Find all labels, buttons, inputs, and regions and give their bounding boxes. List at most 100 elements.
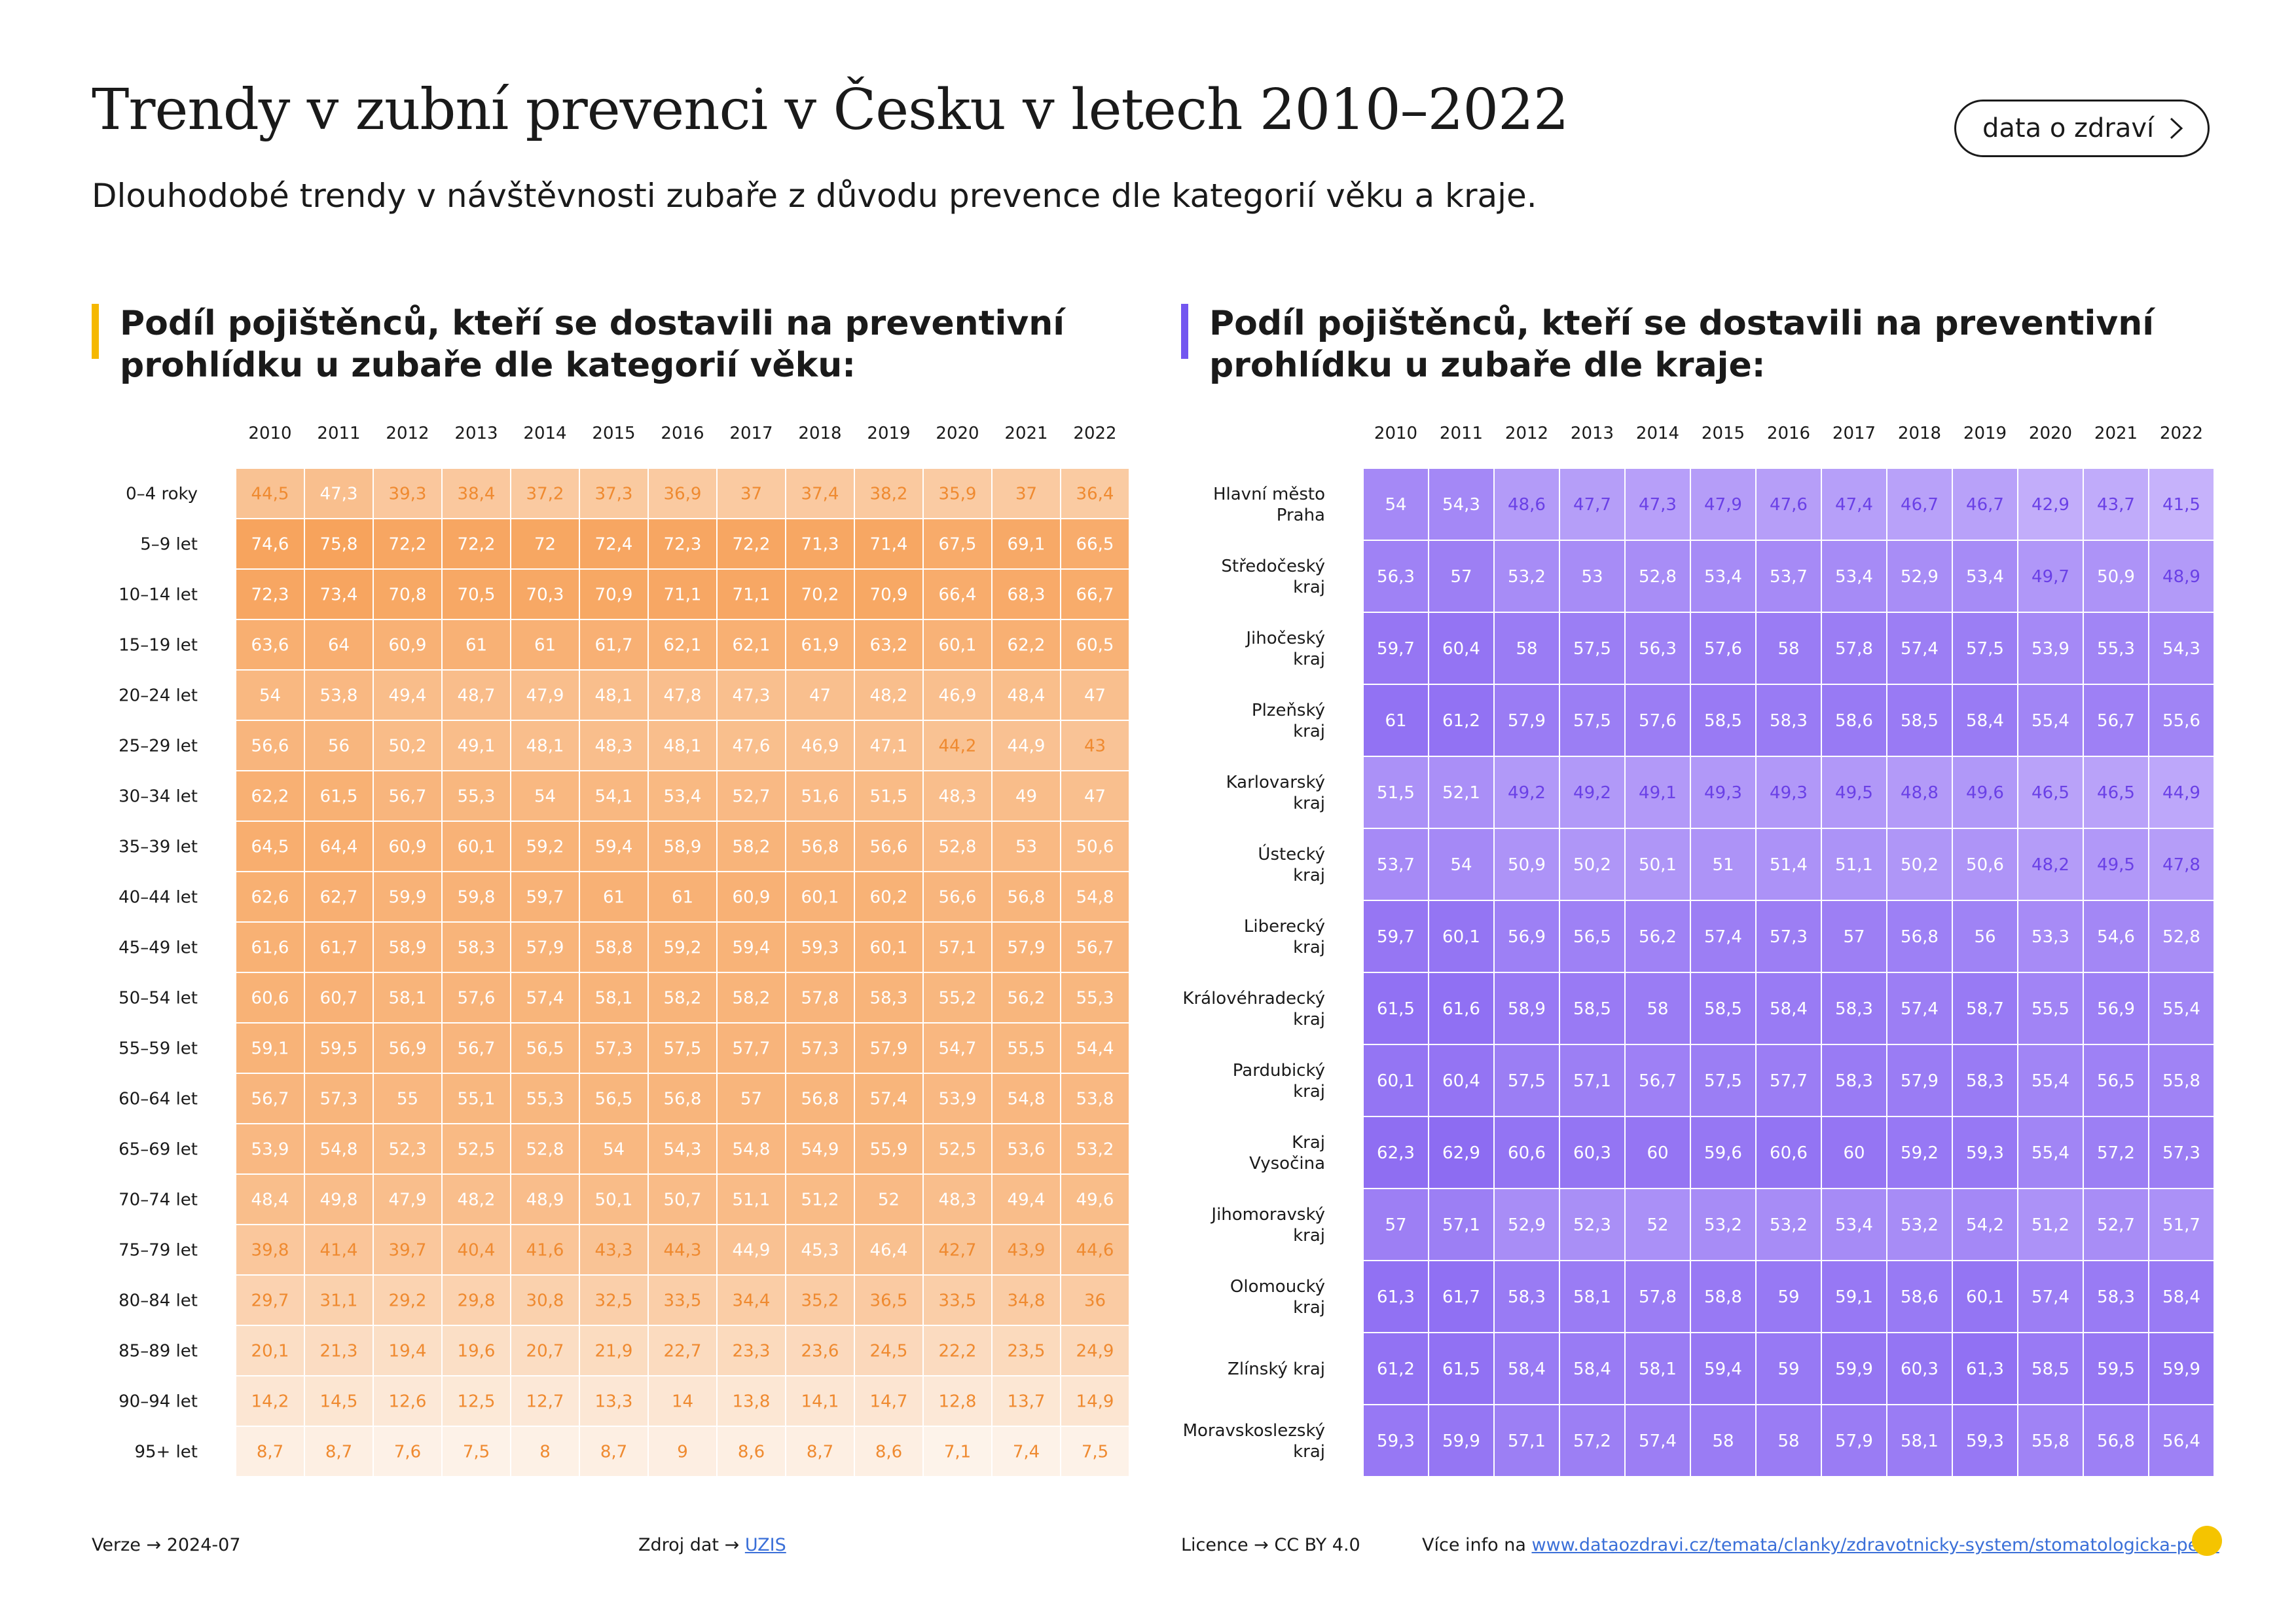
heatmap-cell: [647, 720, 718, 771]
heatmap-cell: [441, 518, 511, 570]
footer-license-label: Licence: [1181, 1535, 1248, 1555]
heatmap-cell: [854, 1375, 924, 1427]
page-subtitle: Dlouhodobé trendy v návštěvnosti zubaře …: [92, 177, 1537, 215]
row-label: 75–79 let: [118, 1241, 198, 1261]
cell-value-label: 56,9: [389, 1039, 427, 1059]
cell-value-label: 44,2: [939, 737, 977, 756]
cell-value-label: 51,6: [801, 787, 839, 807]
cell-value-label: 56: [328, 737, 350, 756]
cell-value-label: 52,3: [389, 1140, 427, 1160]
cell-value-label: 60,3: [1573, 1143, 1611, 1163]
cell-value-label: 56,2: [1639, 927, 1677, 947]
heatmap-cell: [1952, 1188, 2018, 1261]
cell-value-label: 57,1: [1573, 1071, 1611, 1091]
cell-value-label: 58,3: [1508, 1287, 1546, 1307]
cell-value-label: 60,2: [870, 888, 908, 908]
cell-value-label: 55,3: [526, 1090, 564, 1109]
cell-value-label: 63,2: [870, 636, 908, 655]
cell-value-label: 48,7: [458, 686, 496, 706]
cell-value-label: 59,9: [1835, 1359, 1873, 1379]
cell-value-label: 49,5: [1835, 783, 1873, 803]
column-header-label: 2012: [386, 424, 429, 443]
heatmap-cell: [1362, 972, 1429, 1045]
row-label: 55–59 let: [118, 1039, 198, 1059]
heatmap-cell: [716, 1123, 786, 1175]
cell-value-label: 58: [1647, 999, 1668, 1019]
cell-value-label: 34,8: [1008, 1291, 1046, 1311]
cell-value-label: 61,9: [801, 636, 839, 655]
heatmap-cell: [579, 468, 649, 519]
cell-value-label: 47: [1084, 787, 1106, 807]
cell-value-label: 54,6: [2097, 927, 2135, 947]
heatmap-cell: [991, 1173, 1061, 1225]
cell-value-label: 61,6: [1442, 999, 1480, 1019]
cell-value-label: 55,8: [2032, 1431, 2069, 1451]
cell-value-label: 12,5: [458, 1392, 496, 1412]
heatmap-cell: [1060, 1073, 1130, 1124]
heatmap-cell: [854, 1274, 924, 1326]
heatmap-cell: [785, 1073, 855, 1124]
heatmap-cell: [1362, 828, 1429, 901]
cell-value-label: 57,4: [870, 1090, 908, 1109]
heatmap-cell: [922, 1274, 993, 1326]
footer-more-link[interactable]: www.dataozdravi.cz/temata/clanky/zdravot…: [1531, 1535, 2219, 1555]
heatmap-cell: [2148, 756, 2215, 829]
heatmap-cell: [785, 1123, 855, 1175]
data-o-zdravi-button[interactable]: data o zdraví: [1954, 100, 2210, 157]
heatmap-cell: [1952, 468, 2018, 541]
cell-value-label: 57,4: [1704, 927, 1742, 947]
cell-value-label: 72,3: [251, 585, 289, 605]
heatmap-cell: [1755, 612, 1822, 685]
cell-value-label: 54: [1385, 495, 1406, 515]
heatmap-cell: [1821, 756, 1887, 829]
heatmap-cell: [1493, 1404, 1560, 1477]
cell-value-label: 60,4: [1442, 1071, 1480, 1091]
logo-icon: [2192, 1526, 2222, 1556]
cell-value-label: 57,9: [1901, 1071, 1939, 1091]
arrow-right-icon: →: [1254, 1535, 1269, 1555]
cell-value-label: 62,3: [1377, 1143, 1415, 1163]
cell-value-label: 58,1: [595, 989, 633, 1008]
cell-value-label: 47,8: [2162, 855, 2200, 875]
heatmap-cell: [785, 1274, 855, 1326]
heatmap-cell: [1952, 900, 2018, 973]
heatmap-cell: [1886, 756, 1953, 829]
cell-value-label: 58,2: [733, 838, 771, 857]
cell-value-label: 61,5: [320, 787, 358, 807]
cell-value-label: 58: [1777, 639, 1799, 659]
column-header-label: 2017: [729, 424, 773, 443]
cell-value-label: 53,2: [1508, 567, 1546, 587]
heatmap-cell: [854, 921, 924, 973]
heatmap-cell: [1559, 1260, 1626, 1333]
cell-value-label: 47,8: [664, 686, 702, 706]
heatmap-cell: [441, 821, 511, 872]
cell-value-label: 58,2: [664, 989, 702, 1008]
heatmap-cell: [716, 468, 786, 519]
heatmap-cell: [1755, 1044, 1822, 1117]
cell-value-label: 72,2: [389, 535, 427, 555]
cell-value-label: 57,6: [1704, 639, 1742, 659]
heatmap-cell: [579, 921, 649, 973]
heatmap-cell: [991, 1123, 1061, 1175]
heatmap-cell: [1493, 1188, 1560, 1261]
footer-source-link[interactable]: UZIS: [744, 1535, 786, 1555]
cell-value-label: 55,3: [1076, 989, 1114, 1008]
heatmap-cell: [235, 468, 305, 519]
cell-value-label: 61: [534, 636, 556, 655]
row-label: 35–39 let: [118, 838, 198, 857]
cell-value-label: 47,3: [1639, 495, 1677, 515]
heatmap-cell: [785, 972, 855, 1024]
cell-value-label: 51,2: [2032, 1215, 2069, 1235]
heatmap-cell: [1428, 612, 1495, 685]
row-label: 60–64 let: [118, 1090, 198, 1109]
heatmap-cell: [647, 669, 718, 721]
heatmap-cell: [304, 468, 374, 519]
cell-value-label: 56,3: [1639, 639, 1677, 659]
cell-value-label: 59,7: [1377, 927, 1415, 947]
cell-value-label: 57,5: [1508, 1071, 1546, 1091]
cell-value-label: 48,9: [2162, 567, 2200, 587]
cell-value-label: 23,5: [1008, 1342, 1046, 1361]
cell-value-label: 62,2: [251, 787, 289, 807]
cell-value-label: 59,9: [1442, 1431, 1480, 1451]
